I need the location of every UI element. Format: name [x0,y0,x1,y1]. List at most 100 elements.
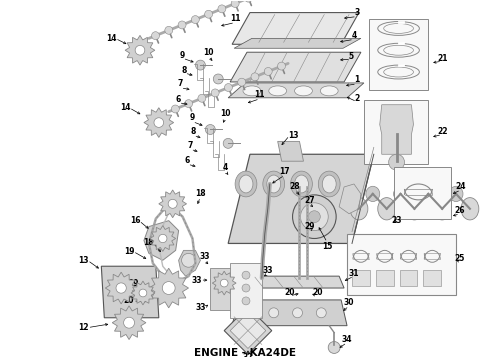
Circle shape [264,67,272,75]
Polygon shape [278,141,303,161]
Circle shape [185,100,193,108]
Circle shape [172,105,179,113]
Text: 9: 9 [180,51,185,60]
Text: 23: 23 [392,216,402,225]
Polygon shape [230,313,266,348]
Circle shape [165,26,173,34]
Circle shape [308,211,320,222]
Text: 7: 7 [188,141,193,150]
Circle shape [389,154,405,170]
Text: 10: 10 [220,109,230,118]
Ellipse shape [378,198,395,220]
Text: 29: 29 [304,222,315,231]
Text: 9: 9 [190,113,195,122]
Circle shape [328,342,340,354]
Circle shape [205,10,213,18]
Text: 22: 22 [437,127,447,136]
Text: 25: 25 [455,254,465,263]
Text: 31: 31 [349,269,359,278]
Text: 28: 28 [289,183,300,192]
Circle shape [220,279,228,287]
Circle shape [178,21,186,29]
Circle shape [159,234,167,243]
Circle shape [293,308,302,318]
Polygon shape [159,190,187,218]
Ellipse shape [366,186,380,202]
Text: 30: 30 [344,298,354,307]
Circle shape [182,253,196,267]
Circle shape [277,62,286,70]
Circle shape [205,125,215,134]
Polygon shape [230,52,361,82]
Bar [399,270,417,286]
Text: 18: 18 [195,189,206,198]
Text: 33: 33 [199,252,210,261]
Circle shape [123,317,135,328]
Text: 7: 7 [178,80,183,89]
Circle shape [251,73,259,81]
Bar [352,270,370,286]
Ellipse shape [239,175,253,193]
Circle shape [269,308,279,318]
Polygon shape [125,35,155,65]
Polygon shape [339,184,361,214]
Text: 11: 11 [255,90,265,99]
Circle shape [151,32,159,40]
Circle shape [196,60,205,70]
Polygon shape [131,281,155,305]
Ellipse shape [291,171,312,197]
Ellipse shape [350,198,368,220]
Text: 32: 32 [243,353,253,360]
Ellipse shape [320,86,338,96]
Text: 1: 1 [354,76,360,85]
Circle shape [139,289,147,297]
Ellipse shape [263,171,285,197]
Text: 19: 19 [124,247,134,256]
Polygon shape [380,105,414,154]
Polygon shape [105,272,137,304]
Ellipse shape [235,171,257,197]
Text: 14: 14 [120,103,130,112]
Ellipse shape [269,86,287,96]
Circle shape [238,78,245,86]
Circle shape [224,84,232,91]
Ellipse shape [384,23,414,33]
Ellipse shape [421,186,435,202]
Polygon shape [232,300,347,326]
Text: 13: 13 [78,256,89,265]
Text: 2: 2 [354,94,360,103]
Ellipse shape [322,175,336,193]
Circle shape [300,203,328,230]
Circle shape [245,308,255,318]
Polygon shape [232,13,359,44]
Circle shape [242,271,250,279]
Text: 34: 34 [342,335,352,344]
Text: 33: 33 [195,303,206,312]
Circle shape [154,118,164,127]
Text: 13: 13 [288,131,299,140]
Bar [230,263,262,318]
Circle shape [211,89,219,97]
Text: 27: 27 [304,196,315,205]
Circle shape [231,0,239,8]
Text: 21: 21 [437,54,447,63]
Text: 16: 16 [130,216,140,225]
Bar [423,270,441,286]
Text: ENGINE - KA24DE: ENGINE - KA24DE [194,348,296,359]
Text: 4: 4 [222,163,228,172]
Bar [210,268,238,310]
Polygon shape [212,271,236,295]
Ellipse shape [393,186,408,202]
Ellipse shape [384,67,414,77]
Text: 33: 33 [191,276,202,285]
Circle shape [213,74,223,84]
Text: 3: 3 [354,8,360,17]
Polygon shape [234,39,361,48]
Circle shape [218,5,226,13]
Ellipse shape [433,198,451,220]
Circle shape [242,284,250,292]
Circle shape [293,195,336,238]
Text: 4: 4 [351,31,357,40]
Bar [393,167,451,219]
Text: 24: 24 [456,183,466,192]
